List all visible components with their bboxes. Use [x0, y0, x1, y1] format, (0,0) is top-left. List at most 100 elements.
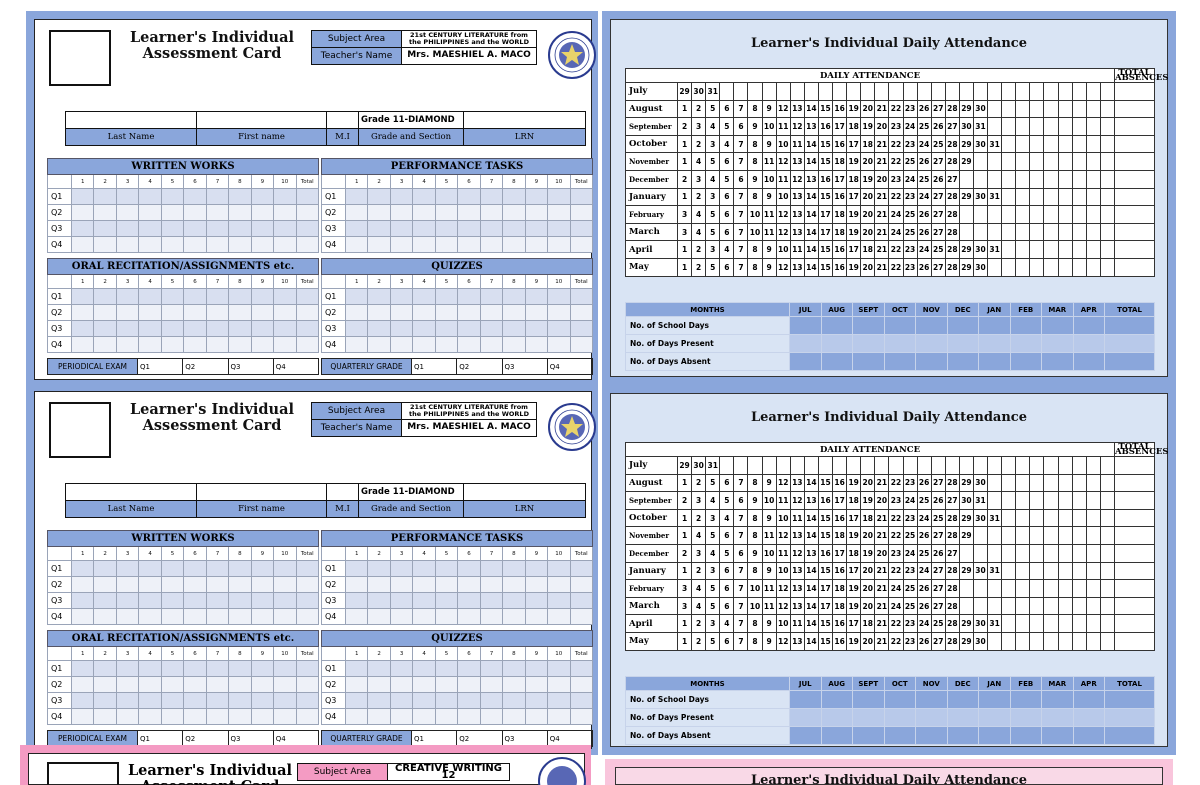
- day-cell[interactable]: 21: [874, 222, 890, 242]
- day-cell[interactable]: [987, 473, 1003, 493]
- day-cell[interactable]: [1071, 134, 1087, 154]
- day-cell[interactable]: [1029, 187, 1045, 207]
- score-cell[interactable]: [434, 288, 459, 305]
- day-cell[interactable]: 14: [803, 614, 819, 633]
- summary-cell[interactable]: [946, 316, 979, 335]
- day-cell[interactable]: 3: [691, 169, 707, 189]
- day-cell[interactable]: 1: [676, 187, 693, 207]
- score-cell[interactable]: [295, 692, 320, 709]
- day-cell[interactable]: [1099, 631, 1116, 651]
- score-cell[interactable]: [344, 708, 369, 725]
- absences-cell[interactable]: [1114, 456, 1155, 475]
- score-cell[interactable]: [569, 592, 594, 609]
- day-cell[interactable]: 30: [972, 561, 989, 581]
- score-cell[interactable]: [205, 304, 230, 321]
- day-cell[interactable]: [1029, 169, 1045, 189]
- day-cell[interactable]: 21: [874, 152, 890, 171]
- day-cell[interactable]: 18: [832, 222, 848, 242]
- day-cell[interactable]: [1001, 473, 1017, 493]
- day-cell[interactable]: [1015, 82, 1031, 101]
- score-cell[interactable]: [250, 320, 275, 337]
- day-cell[interactable]: 1: [676, 240, 693, 259]
- day-cell[interactable]: 14: [803, 257, 819, 277]
- day-cell[interactable]: [1057, 187, 1073, 207]
- summary-cell[interactable]: [1009, 690, 1042, 709]
- score-cell[interactable]: [70, 188, 95, 205]
- day-cell[interactable]: [1099, 579, 1116, 598]
- score-cell[interactable]: [412, 692, 436, 709]
- day-cell[interactable]: 16: [832, 134, 848, 154]
- summary-cell[interactable]: [789, 334, 822, 353]
- periodical-exam-q1[interactable]: Q1: [136, 358, 184, 375]
- absences-cell[interactable]: [1114, 134, 1155, 154]
- score-cell[interactable]: [273, 320, 297, 337]
- score-cell[interactable]: [367, 236, 391, 253]
- score-cell[interactable]: [389, 692, 414, 709]
- day-cell[interactable]: [1057, 205, 1073, 224]
- day-cell[interactable]: 8: [747, 240, 763, 259]
- score-cell[interactable]: [183, 676, 207, 693]
- day-cell[interactable]: [972, 205, 989, 224]
- day-cell[interactable]: [1001, 205, 1017, 224]
- day-cell[interactable]: 30: [972, 508, 989, 528]
- score-cell[interactable]: [479, 576, 504, 593]
- summary-cell[interactable]: [946, 726, 979, 745]
- day-cell[interactable]: [1001, 526, 1017, 545]
- day-cell[interactable]: 5: [705, 473, 721, 493]
- day-cell[interactable]: [1001, 456, 1017, 475]
- day-cell[interactable]: [1043, 596, 1059, 616]
- day-cell[interactable]: 27: [930, 152, 946, 171]
- day-cell[interactable]: [972, 579, 989, 598]
- day-cell[interactable]: 25: [916, 169, 932, 189]
- score-cell[interactable]: [250, 236, 275, 253]
- day-cell[interactable]: [1015, 526, 1031, 545]
- day-cell[interactable]: 8: [747, 631, 763, 651]
- score-cell[interactable]: [160, 320, 185, 337]
- day-cell[interactable]: [1085, 205, 1101, 224]
- day-cell[interactable]: 21: [874, 579, 890, 598]
- day-cell[interactable]: 20: [860, 526, 876, 545]
- score-cell[interactable]: [205, 608, 230, 625]
- day-cell[interactable]: 24: [902, 169, 918, 189]
- day-cell[interactable]: 17: [832, 491, 848, 510]
- day-cell[interactable]: [1099, 169, 1116, 189]
- day-cell[interactable]: [958, 222, 974, 242]
- day-cell[interactable]: 9: [761, 240, 777, 259]
- day-cell[interactable]: 16: [832, 473, 848, 493]
- summary-cell[interactable]: [1072, 316, 1105, 335]
- day-cell[interactable]: 10: [775, 134, 791, 154]
- day-cell[interactable]: [1085, 169, 1101, 189]
- score-cell[interactable]: [367, 692, 391, 709]
- day-cell[interactable]: [1099, 491, 1116, 510]
- day-cell[interactable]: [1071, 82, 1087, 101]
- score-cell[interactable]: [115, 188, 140, 205]
- day-cell[interactable]: 11: [775, 117, 791, 136]
- day-cell[interactable]: [860, 82, 876, 101]
- score-cell[interactable]: [250, 608, 275, 625]
- day-cell[interactable]: [1001, 614, 1017, 633]
- day-cell[interactable]: [1057, 543, 1073, 563]
- absences-cell[interactable]: [1114, 257, 1155, 277]
- score-cell[interactable]: [205, 676, 230, 693]
- day-cell[interactable]: 12: [775, 596, 791, 616]
- score-cell[interactable]: [205, 576, 230, 593]
- day-cell[interactable]: [803, 456, 819, 475]
- day-cell[interactable]: 21: [874, 631, 890, 651]
- day-cell[interactable]: 16: [817, 169, 834, 189]
- day-cell[interactable]: 14: [803, 596, 819, 616]
- score-cell[interactable]: [70, 608, 95, 625]
- day-cell[interactable]: [972, 169, 989, 189]
- score-cell[interactable]: [295, 608, 320, 625]
- day-cell[interactable]: 31: [987, 187, 1003, 207]
- day-cell[interactable]: 26: [916, 257, 932, 277]
- day-cell[interactable]: [1001, 187, 1017, 207]
- day-cell[interactable]: 8: [747, 99, 763, 119]
- day-cell[interactable]: 26: [916, 596, 932, 616]
- summary-cell[interactable]: [978, 690, 1011, 709]
- day-cell[interactable]: 25: [916, 117, 932, 136]
- periodical-exam-q4[interactable]: Q4: [272, 730, 320, 747]
- score-cell[interactable]: [569, 608, 594, 625]
- score-cell[interactable]: [457, 204, 481, 221]
- day-cell[interactable]: 25: [902, 152, 918, 171]
- day-cell[interactable]: 24: [916, 561, 932, 581]
